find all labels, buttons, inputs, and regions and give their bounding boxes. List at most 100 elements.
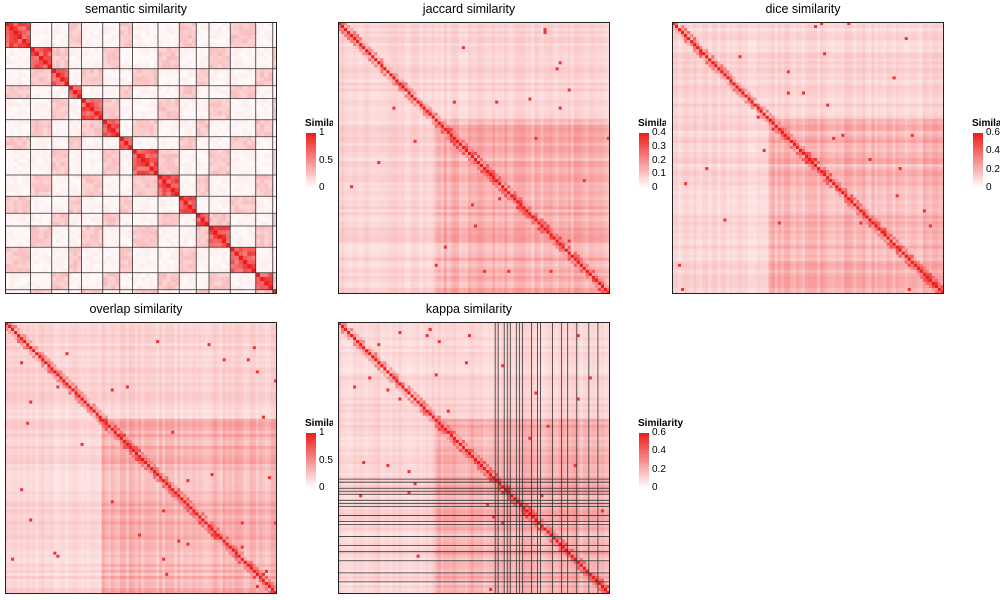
heatmap-cell [347, 43, 351, 47]
heatmap-cell [238, 60, 244, 66]
heatmap-cell [153, 192, 159, 197]
heatmap-cell [68, 209, 74, 214]
heatmap-cell [34, 115, 40, 121]
heatmap-cell [158, 81, 163, 87]
heatmap-cell [107, 73, 112, 78]
heatmap-cell [115, 85, 121, 91]
heatmap-cell [480, 43, 484, 47]
heatmap-cell [119, 251, 125, 257]
heatmap-cell [251, 179, 257, 185]
heatmap-cell [175, 60, 180, 66]
heatmap-cell [510, 28, 514, 32]
heatmap-cell [26, 145, 32, 151]
heatmap-cell [94, 60, 100, 66]
heatmap-cell [115, 81, 121, 87]
heatmap-cell [149, 90, 155, 95]
heatmap-cell [39, 153, 44, 159]
heatmap-cell [81, 179, 87, 185]
heatmap-cell [200, 128, 206, 134]
heatmap-cell [217, 98, 223, 104]
heatmap-cell [39, 85, 44, 91]
heatmap-cell [43, 56, 49, 61]
heatmap-cell [187, 183, 193, 189]
heatmap-cell [217, 64, 223, 70]
heatmap-cell [132, 47, 138, 53]
heatmap-cell [179, 170, 185, 176]
heatmap-cell [255, 119, 261, 125]
heatmap-cell [243, 289, 248, 294]
heatmap-cell [26, 234, 32, 240]
heatmap-cell [255, 98, 261, 104]
heatmap-cell [221, 289, 227, 294]
heatmap-cell [272, 183, 277, 189]
heatmap-cell [77, 30, 83, 36]
heatmap-cell [85, 238, 91, 244]
heatmap-cell [47, 209, 53, 214]
heatmap-cell [594, 43, 599, 47]
heatmap-cell [94, 107, 100, 112]
heatmap-cell [153, 230, 159, 236]
heatmap-cell [470, 34, 475, 38]
heatmap-cell [158, 56, 163, 61]
heatmap-cell [386, 28, 390, 32]
heatmap-cell [119, 187, 125, 193]
heatmap-cell [350, 37, 354, 41]
heatmap-cell [124, 26, 129, 32]
heatmap-cell [528, 31, 533, 35]
heatmap-cell [22, 230, 27, 236]
heatmap-cell [90, 153, 95, 159]
heatmap-cell [192, 200, 197, 206]
heatmap-cell [230, 289, 236, 294]
heatmap-cell [431, 31, 436, 35]
heatmap-cell [183, 260, 189, 265]
heatmap-cell [209, 119, 214, 125]
heatmap-cell [260, 128, 265, 134]
heatmap-cell [196, 230, 202, 236]
heatmap-cell [234, 162, 240, 168]
heatmap-cell [136, 200, 142, 206]
heatmap-cell [17, 179, 23, 185]
heatmap-cell [107, 145, 112, 151]
heatmap-cell [443, 25, 448, 29]
heatmap-cell [90, 213, 95, 219]
heatmap-cell [234, 247, 240, 253]
heatmap-cell [179, 145, 185, 151]
heatmap-cell [243, 90, 248, 95]
heatmap-cell [115, 175, 121, 180]
heatmap-cell [243, 145, 248, 151]
heatmap-cell [47, 153, 53, 159]
heatmap-cell [136, 73, 142, 78]
heatmap-cell [221, 179, 227, 185]
heatmap-cell [68, 170, 74, 176]
heatmap-cell [102, 281, 108, 287]
heatmap-cell [115, 136, 121, 142]
heatmap-cell [124, 98, 129, 104]
heatmap-cell [132, 217, 138, 223]
heatmap-cell [119, 30, 125, 36]
heatmap-cell [77, 90, 83, 95]
heatmap-cell [153, 39, 159, 44]
heatmap-cell [166, 226, 172, 231]
heatmap-cell [34, 277, 40, 282]
heatmap-cell [272, 98, 277, 104]
heatmap-cell [238, 111, 244, 117]
heatmap-cell [119, 255, 125, 261]
heatmap-cell [209, 132, 214, 138]
heatmap-cell [111, 268, 117, 274]
heatmap-cell [34, 281, 40, 287]
heatmap-cell [90, 94, 95, 100]
heatmap-cell [217, 204, 223, 210]
heatmap-cell [162, 187, 168, 193]
heatmap-cell [43, 39, 49, 44]
heatmap-cell [107, 272, 112, 278]
heatmap-cell [47, 260, 53, 265]
heatmap-cell [196, 209, 202, 214]
heatmap-cell [260, 98, 265, 104]
heatmap-cell [81, 136, 87, 142]
heatmap-cell [260, 192, 265, 197]
heatmap-cell [192, 60, 197, 66]
heatmap-cell [464, 31, 469, 35]
heatmap-cell [392, 46, 397, 50]
heatmap-cell [51, 34, 57, 40]
heatmap-cell [196, 81, 202, 87]
